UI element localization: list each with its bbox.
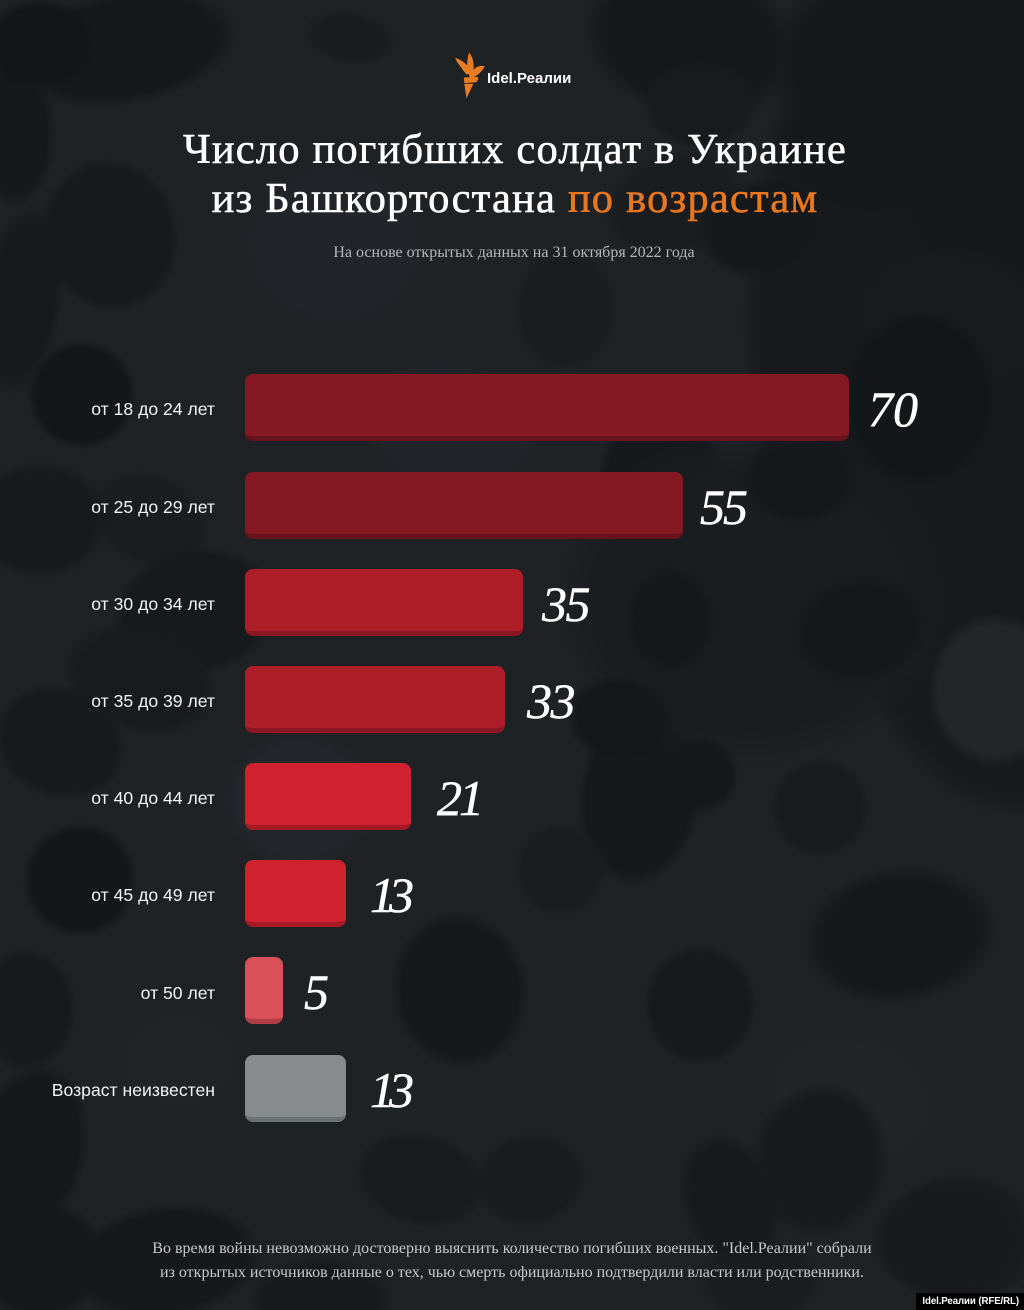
svg-text:Idel.Реалии: Idel.Реалии	[487, 70, 571, 87]
